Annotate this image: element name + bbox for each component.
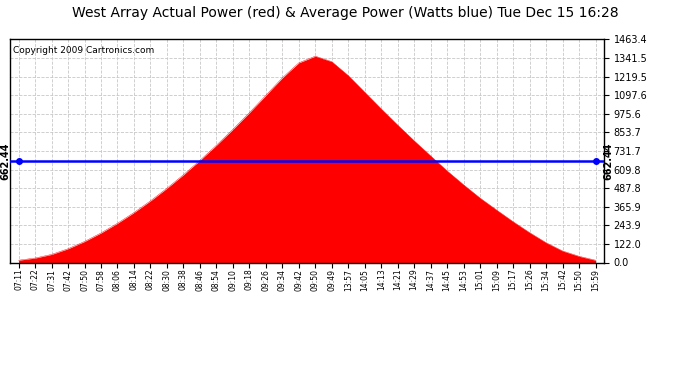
Text: 662.44: 662.44 [604, 143, 613, 180]
Text: West Array Actual Power (red) & Average Power (Watts blue) Tue Dec 15 16:28: West Array Actual Power (red) & Average … [72, 6, 618, 20]
Text: Copyright 2009 Cartronics.com: Copyright 2009 Cartronics.com [13, 46, 155, 55]
Text: 662.44: 662.44 [1, 143, 10, 180]
